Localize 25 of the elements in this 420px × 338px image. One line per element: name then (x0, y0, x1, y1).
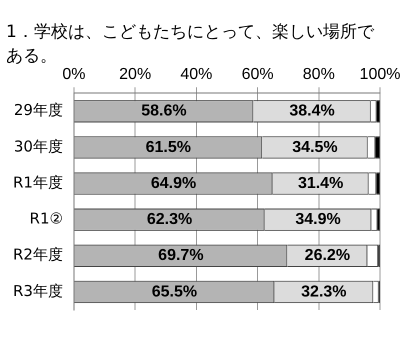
data-label: 69.7% (158, 247, 204, 264)
chart-title: 1．学校は、こどもたちにとって、楽しい場所である。 (6, 21, 376, 68)
data-label: 58.6% (141, 102, 187, 120)
data-label: 34.5% (292, 138, 338, 156)
y-tick-label: R2年度 (12, 246, 63, 264)
data-label: 62.3% (146, 211, 192, 228)
x-tick-label: 100% (360, 66, 400, 84)
x-tick-label: 20% (119, 66, 152, 84)
x-tick-label: 60% (242, 66, 274, 84)
data-label: 38.4% (289, 102, 335, 120)
data-label: 31.4% (298, 174, 344, 192)
y-tick-label: R1年度 (12, 173, 63, 192)
data-label: 26.2% (304, 247, 350, 264)
x-tick-label: 80% (302, 66, 335, 84)
data-label: 61.5% (146, 138, 192, 156)
y-tick-label: R3年度 (12, 282, 63, 300)
y-tick-label: 29年度 (14, 101, 63, 120)
y-tick-label: 30年度 (14, 137, 63, 156)
x-tick-label: 0% (62, 66, 86, 84)
data-label: 65.5% (152, 283, 198, 300)
data-label: 64.9% (150, 174, 196, 192)
data-label: 34.9% (295, 211, 341, 228)
y-tick-label: R1② (30, 210, 63, 228)
x-tick-label: 40% (180, 66, 212, 84)
data-label: 32.3% (301, 283, 347, 300)
